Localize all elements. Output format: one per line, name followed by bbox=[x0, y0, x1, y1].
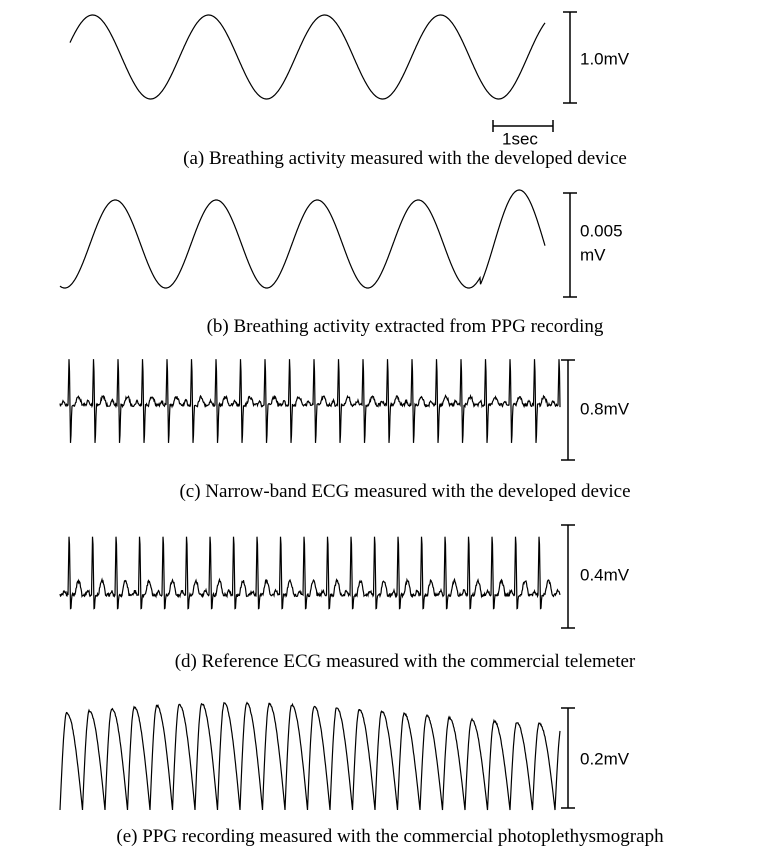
waveform bbox=[59, 189, 546, 289]
scale-label: mV bbox=[580, 245, 606, 264]
scale-label: 1.0mV bbox=[580, 49, 630, 68]
waveform bbox=[59, 701, 561, 811]
caption: (a) Breathing activity measured with the… bbox=[183, 148, 627, 169]
scale-label: 0.4mV bbox=[580, 565, 630, 584]
scale-bars bbox=[492, 11, 577, 809]
time-label: 1sec bbox=[502, 129, 538, 148]
caption: (d) Reference ECG measured with the comm… bbox=[175, 651, 636, 672]
waveform bbox=[59, 359, 561, 443]
scale-bar bbox=[561, 524, 575, 629]
waveform bbox=[69, 14, 546, 100]
caption: (c) Narrow-band ECG measured with the de… bbox=[179, 481, 630, 502]
scale-label: 0.005 bbox=[580, 221, 623, 240]
scale-bar bbox=[561, 707, 575, 809]
time-bar bbox=[492, 120, 554, 132]
scale-bar bbox=[563, 11, 577, 104]
scale-bar bbox=[563, 192, 577, 298]
scale-bar bbox=[561, 359, 575, 461]
scale-label: 0.2mV bbox=[580, 749, 630, 768]
caption: (b) Breathing activity extracted from PP… bbox=[207, 316, 604, 337]
caption: (e) PPG recording measured with the comm… bbox=[116, 826, 664, 847]
scale-label: 0.8mV bbox=[580, 399, 630, 418]
waveform bbox=[59, 536, 561, 610]
